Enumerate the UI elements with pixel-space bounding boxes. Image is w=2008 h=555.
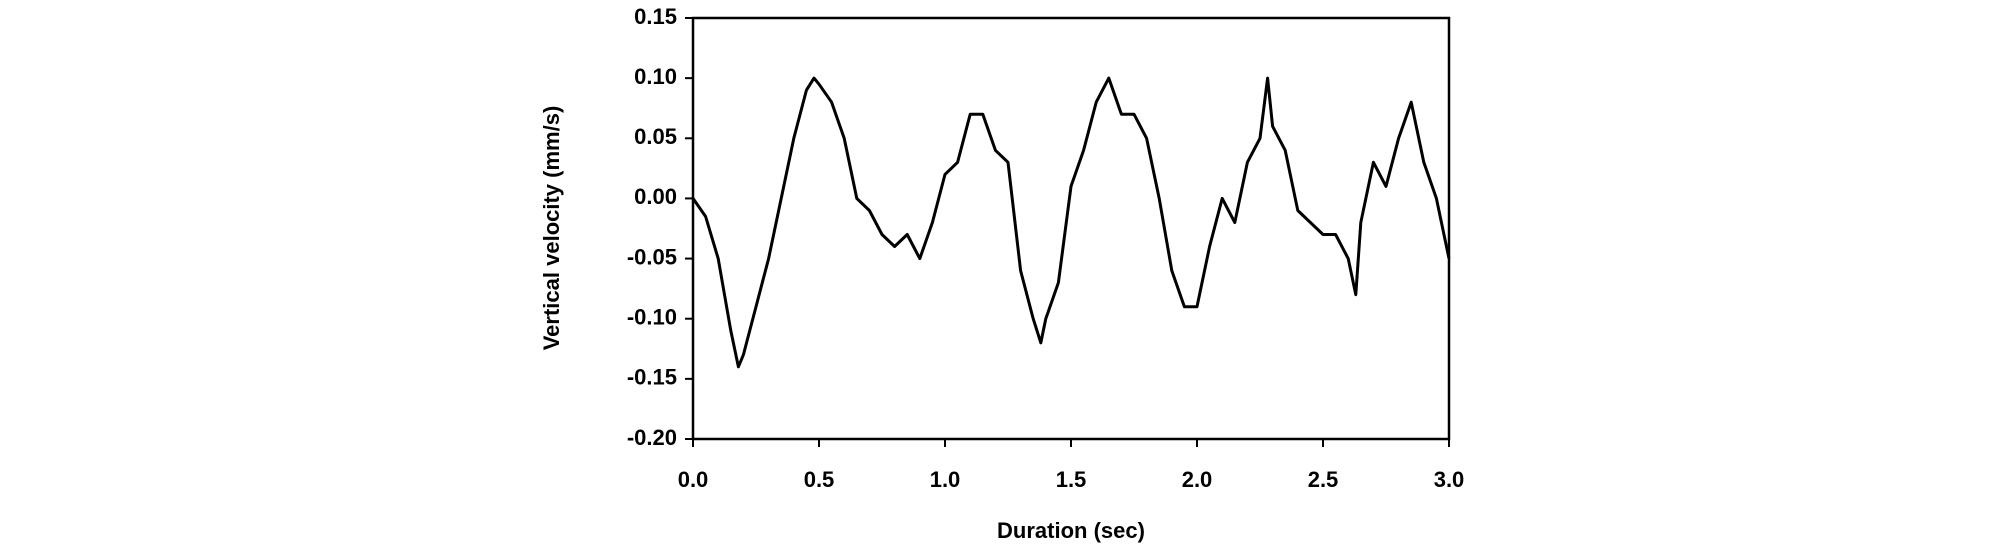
x-tick-label: 2.0	[1182, 467, 1213, 492]
x-tick-label: 0.0	[678, 467, 709, 492]
y-tick-label: -0.05	[627, 244, 677, 269]
y-tick-label: -0.15	[627, 365, 677, 390]
y-tick-label: 0.10	[634, 64, 677, 89]
x-tick-label: 1.0	[930, 467, 961, 492]
x-tick-label: 3.0	[1434, 467, 1465, 492]
y-tick-label: -0.10	[627, 305, 677, 330]
plot-frame	[691, 16, 1451, 441]
y-axis-title: Vertical velocity (mm/s)	[539, 106, 564, 351]
y-tick-label: 0.05	[634, 124, 677, 149]
x-tick-label: 2.5	[1308, 467, 1339, 492]
x-tick-label: 1.5	[1056, 467, 1087, 492]
y-tick-label: 0.15	[634, 4, 677, 29]
x-axis-title: Duration (sec)	[997, 518, 1145, 543]
y-tick-label: 0.00	[634, 184, 677, 209]
data-line	[691, 76, 1451, 369]
x-tick-label: 0.5	[804, 467, 835, 492]
y-tick-label: -0.20	[627, 425, 677, 450]
